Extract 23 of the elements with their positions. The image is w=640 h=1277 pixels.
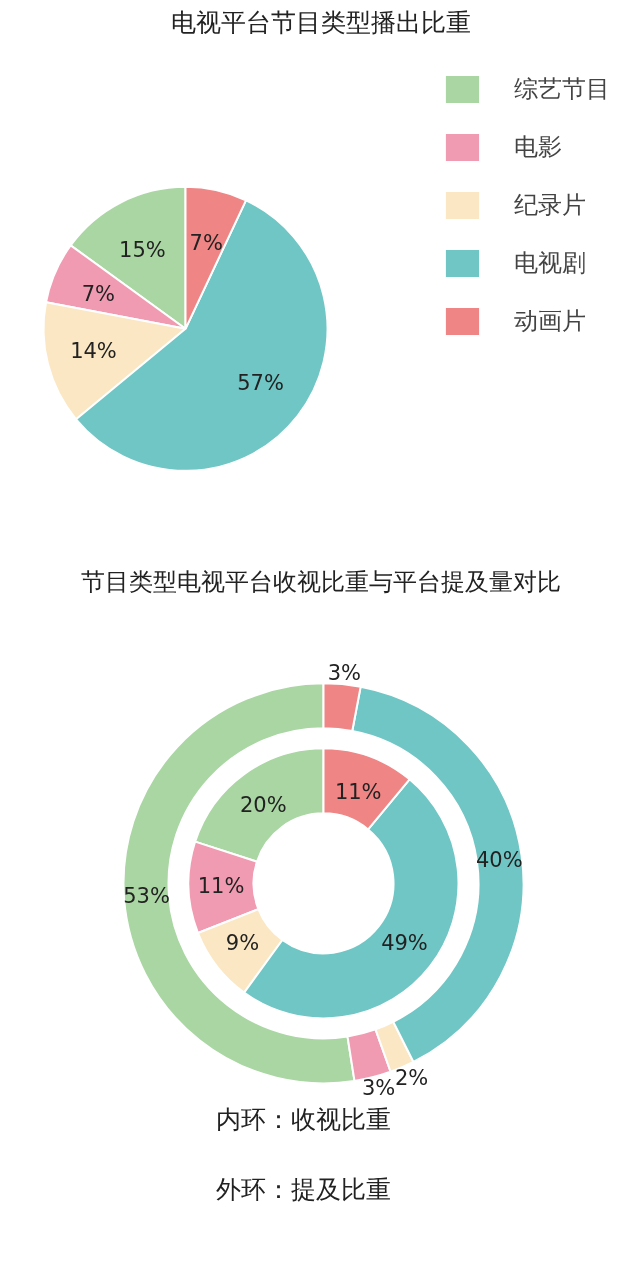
- data-label: 7%: [189, 230, 223, 255]
- data-label: 14%: [70, 338, 117, 363]
- data-label: 53%: [123, 884, 170, 909]
- data-label: 7%: [81, 281, 115, 306]
- data-label: 11%: [334, 780, 382, 805]
- legend-label: 综艺节目: [514, 74, 610, 105]
- legend-label: 电视剧: [514, 248, 586, 279]
- chart-title: 电视平台节目类型播出比重: [170, 7, 471, 37]
- legend-label: 动画片: [514, 306, 586, 337]
- data-label: 9%: [225, 930, 260, 955]
- data-label: 15%: [119, 238, 166, 263]
- legend-label: 电影: [514, 132, 562, 163]
- data-label: 20%: [239, 793, 287, 818]
- data-label: 2%: [394, 1065, 429, 1090]
- text: 外环：提及比重: [215, 1175, 391, 1205]
- data-label: 3%: [362, 1076, 396, 1101]
- data-label: 49%: [381, 930, 428, 955]
- text: 内环：收视比重: [215, 1104, 391, 1134]
- chart-title: 节目类型电视平台收视比重与平台提及量对比: [80, 567, 561, 596]
- data-label: 57%: [237, 370, 284, 395]
- data-label: 11%: [197, 874, 245, 899]
- data-label: 3%: [327, 661, 362, 686]
- legend-label: 纪录片: [514, 190, 586, 221]
